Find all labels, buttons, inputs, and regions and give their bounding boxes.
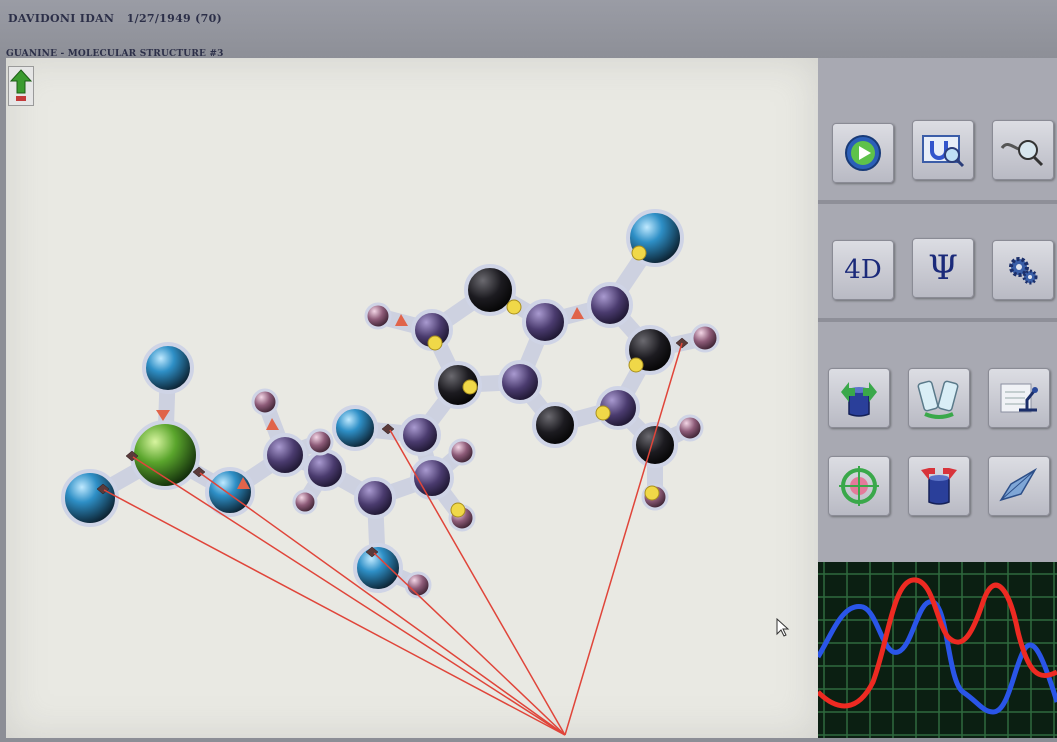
magnet-search-icon [922,135,965,168]
target-icon [839,466,879,506]
sample-search-icon [1000,140,1044,167]
target-button[interactable] [828,456,890,516]
sample-search-button[interactable] [992,120,1054,180]
psi-button[interactable]: Ψ [912,238,974,298]
patient-info: DAVIDONI IDAN 1/27/1949 (70) [8,12,223,25]
pen-button[interactable] [988,456,1050,516]
vials-icon [917,380,959,419]
panel-divider [818,200,1057,204]
annotation-lines [103,342,683,736]
oscilloscope-graph [815,562,1057,738]
up-arrow-icon [9,69,33,101]
cylinder-down-button[interactable] [908,456,970,516]
play-icon [845,135,881,171]
gear-icon [1009,257,1038,285]
4d-label: 4D [844,255,882,285]
pen-icon [999,467,1038,502]
psi-label: Ψ [928,248,958,288]
microscope-button[interactable] [988,368,1050,428]
triangle-markers [156,307,584,489]
microscope-icon [1000,383,1038,413]
red-waveform [816,577,1057,709]
yellow-markers [427,245,660,518]
up-arrow-button[interactable] [8,66,34,106]
cylinder-up-button[interactable] [828,368,890,428]
panel-divider [818,318,1057,322]
cursor-icon [776,618,790,637]
title-bar: DAVIDONI IDAN 1/27/1949 (70) GUANINE - M… [0,0,1057,59]
cylinder-up-icon [841,382,877,417]
vials-button[interactable] [908,368,970,428]
4d-button[interactable]: 4D [832,240,894,300]
settings-button[interactable] [992,240,1054,300]
play-button[interactable] [832,123,894,183]
oscilloscope-display [815,562,1057,738]
magnet-search-button[interactable] [912,120,974,180]
cylinder-down-icon [921,468,957,505]
structure-title: GUANINE - MOLECULAR STRUCTURE #3 [6,49,224,59]
